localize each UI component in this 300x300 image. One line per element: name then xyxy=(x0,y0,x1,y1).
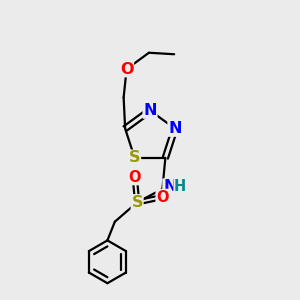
Text: S: S xyxy=(129,150,140,165)
Text: O: O xyxy=(128,169,141,184)
Text: H: H xyxy=(174,179,186,194)
Text: O: O xyxy=(120,61,134,76)
Text: O: O xyxy=(156,190,169,205)
Text: S: S xyxy=(131,195,143,210)
Text: N: N xyxy=(143,103,157,118)
Text: N: N xyxy=(168,121,182,136)
Text: N: N xyxy=(163,179,177,194)
